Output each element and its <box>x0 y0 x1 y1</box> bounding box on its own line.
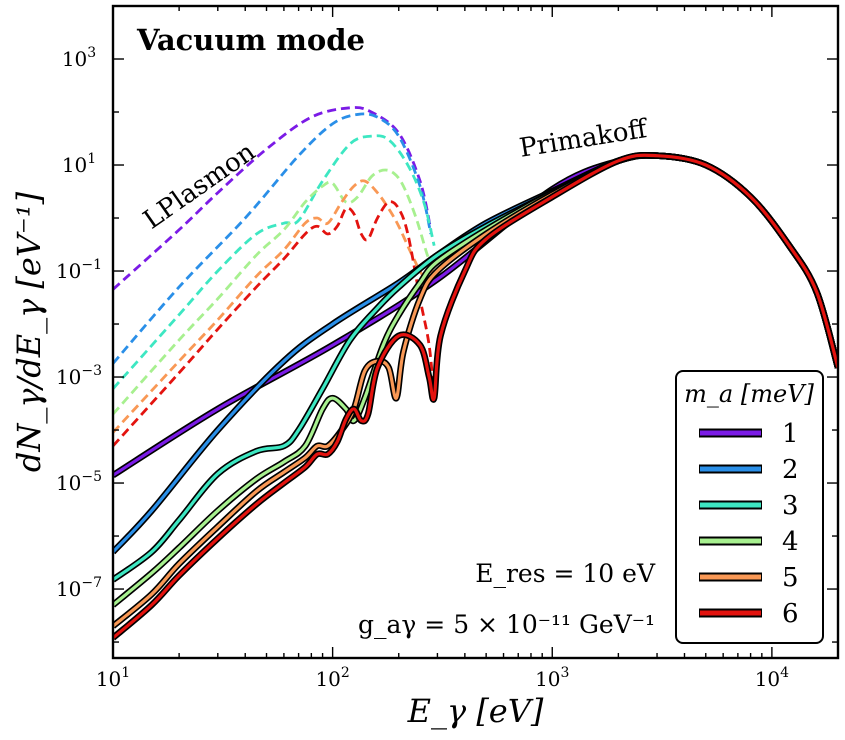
x-axis-label: E_γ [eV] <box>407 692 544 730</box>
y-tick-label-base: 10 <box>56 471 81 495</box>
plot-frame <box>111 4 840 660</box>
legend: m_a [meV] 1 2 3 4 5 6 <box>675 370 824 644</box>
y-tick-label: 10−5 <box>56 469 102 495</box>
series-6-lplasmon-line <box>113 200 436 447</box>
y-tick-label-base: 10 <box>56 365 81 389</box>
y-tick-label-exponent: −7 <box>81 575 102 591</box>
y-tick-label: 10−1 <box>56 257 102 283</box>
series-6-primakoff-line <box>113 153 838 640</box>
x-tick-label-base: 10 <box>535 667 560 691</box>
legend-label: 3 <box>782 491 799 521</box>
y-tick-label-exponent: 3 <box>87 45 96 61</box>
y-tick-label-exponent: −5 <box>81 469 102 485</box>
y-tick-label-base: 10 <box>62 153 87 177</box>
y-tick-label-base: 10 <box>56 577 81 601</box>
legend-label: 4 <box>782 527 799 557</box>
x-tick-label-exponent: 2 <box>341 665 350 681</box>
series-4-lplasmon-line <box>113 168 436 416</box>
legend-label: 2 <box>782 455 799 485</box>
y-tick-label-base: 10 <box>56 259 81 283</box>
legend-label: 1 <box>782 419 799 449</box>
series-3-lplasmon-line <box>113 134 436 390</box>
y-tick-label: 10−3 <box>56 363 102 389</box>
x-tick-label-base: 10 <box>755 667 780 691</box>
legend-label: 6 <box>782 599 799 629</box>
y-tick-label-base: 10 <box>62 47 87 71</box>
legend-title: m_a [meV] <box>684 380 814 408</box>
y-tick-label: 103 <box>62 45 96 71</box>
x-tick-label-exponent: 3 <box>561 665 570 681</box>
series-layer <box>113 106 838 641</box>
x-tick-label-exponent: 1 <box>121 665 130 681</box>
y-tick-label-exponent: −1 <box>81 257 102 273</box>
series-2-lplasmon-line <box>113 112 433 365</box>
series-1-lplasmon-line <box>113 106 433 291</box>
x-tick-label: 101 <box>96 665 130 691</box>
x-tick-label: 102 <box>315 665 349 691</box>
y-tick-label: 101 <box>62 151 96 177</box>
y-tick-label-exponent: −3 <box>81 363 102 379</box>
x-tick-label-base: 10 <box>315 667 340 691</box>
y-tick-label: 10−7 <box>56 575 102 601</box>
series-5-lplasmon-line <box>113 179 435 434</box>
annotation-resonance-energy: E_res = 10 eV <box>475 559 656 588</box>
x-tick-label-exponent: 4 <box>780 665 789 681</box>
x-tick-label: 104 <box>755 665 789 691</box>
chart-title: Vacuum mode <box>136 23 365 57</box>
x-tick-label-base: 10 <box>96 667 121 691</box>
annotation-coupling: g_aγ = 5 × 10⁻¹¹ GeV⁻¹ <box>358 610 655 639</box>
x-tick-label: 103 <box>535 665 569 691</box>
y-tick-label-exponent: 1 <box>87 151 96 167</box>
y-axis-label: dN_γ/dE_γ [eV⁻¹] <box>10 191 48 472</box>
legend-label: 5 <box>782 563 799 593</box>
